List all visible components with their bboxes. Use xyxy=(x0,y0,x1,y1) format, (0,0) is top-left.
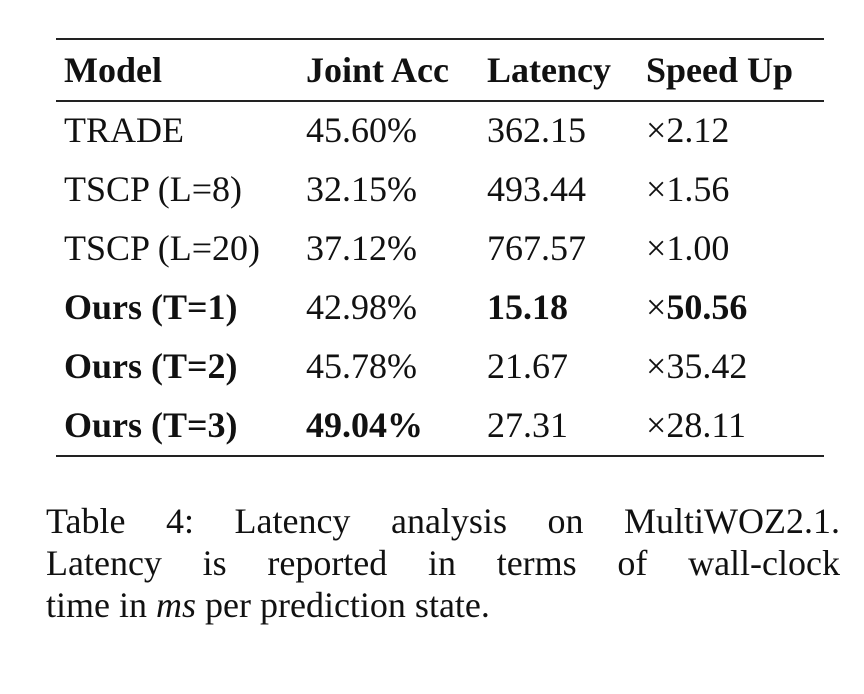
cell-model: Ours (T=3) xyxy=(64,405,238,445)
table-top-rule xyxy=(56,38,824,40)
speed-times-sign: × xyxy=(646,228,667,268)
cell-latency: 493.44 xyxy=(487,169,586,209)
cell-latency: 27.31 xyxy=(487,405,568,445)
table-header-rule xyxy=(56,100,824,102)
header-joint-acc: Joint Acc xyxy=(306,50,449,90)
speed-times-sign: × xyxy=(646,405,667,445)
caption-unit-ms: ms xyxy=(156,585,197,625)
cell-speed-up: ×2.12 xyxy=(646,110,729,150)
cell-latency: 767.57 xyxy=(487,228,586,268)
speed-times-sign: × xyxy=(646,287,667,327)
header-model: Model xyxy=(64,50,162,90)
speed-value: 50.56 xyxy=(666,287,748,327)
cell-joint-acc: 49.04% xyxy=(306,405,423,445)
speed-value: 1.00 xyxy=(666,228,730,268)
cell-speed-up: ×50.56 xyxy=(646,287,747,327)
cell-model: Ours (T=2) xyxy=(64,346,238,386)
cell-joint-acc: 45.60% xyxy=(306,110,417,150)
cell-model: Ours (T=1) xyxy=(64,287,238,327)
cell-latency: 21.67 xyxy=(487,346,568,386)
cell-joint-acc: 32.15% xyxy=(306,169,417,209)
cell-model: TSCP (L=20) xyxy=(64,228,260,268)
speed-times-sign: × xyxy=(646,110,667,150)
speed-value: 1.56 xyxy=(666,169,730,209)
speed-value: 35.42 xyxy=(666,346,748,386)
cell-speed-up: ×1.56 xyxy=(646,169,729,209)
cell-latency: 15.18 xyxy=(487,287,568,327)
caption-line-3-pre: time in xyxy=(46,585,156,625)
cell-speed-up: ×35.42 xyxy=(646,346,747,386)
caption-line-3-post: per prediction state. xyxy=(196,585,490,625)
caption-line-3: time in ms per prediction state. xyxy=(46,584,840,626)
speed-times-sign: × xyxy=(646,346,667,386)
speed-value: 2.12 xyxy=(666,110,730,150)
cell-joint-acc: 42.98% xyxy=(306,287,417,327)
cell-model: TRADE xyxy=(64,110,184,150)
cell-speed-up: ×28.11 xyxy=(646,405,746,445)
cell-model: TSCP (L=8) xyxy=(64,169,242,209)
cell-latency: 362.15 xyxy=(487,110,586,150)
header-speed-up: Speed Up xyxy=(646,50,794,90)
cell-joint-acc: 37.12% xyxy=(306,228,417,268)
speed-value: 28.11 xyxy=(666,405,746,445)
table-bottom-rule xyxy=(56,455,824,457)
cell-speed-up: ×1.00 xyxy=(646,228,729,268)
speed-times-sign: × xyxy=(646,169,667,209)
table-caption: Table 4: Latency analysis on MultiWOZ2.1… xyxy=(46,500,840,626)
header-latency: Latency xyxy=(487,50,611,90)
caption-line-1: Table 4: Latency analysis on MultiWOZ2.1… xyxy=(46,501,840,541)
cell-joint-acc: 45.78% xyxy=(306,346,417,386)
caption-line-2: Latency is reported in terms of wall-clo… xyxy=(46,543,840,583)
